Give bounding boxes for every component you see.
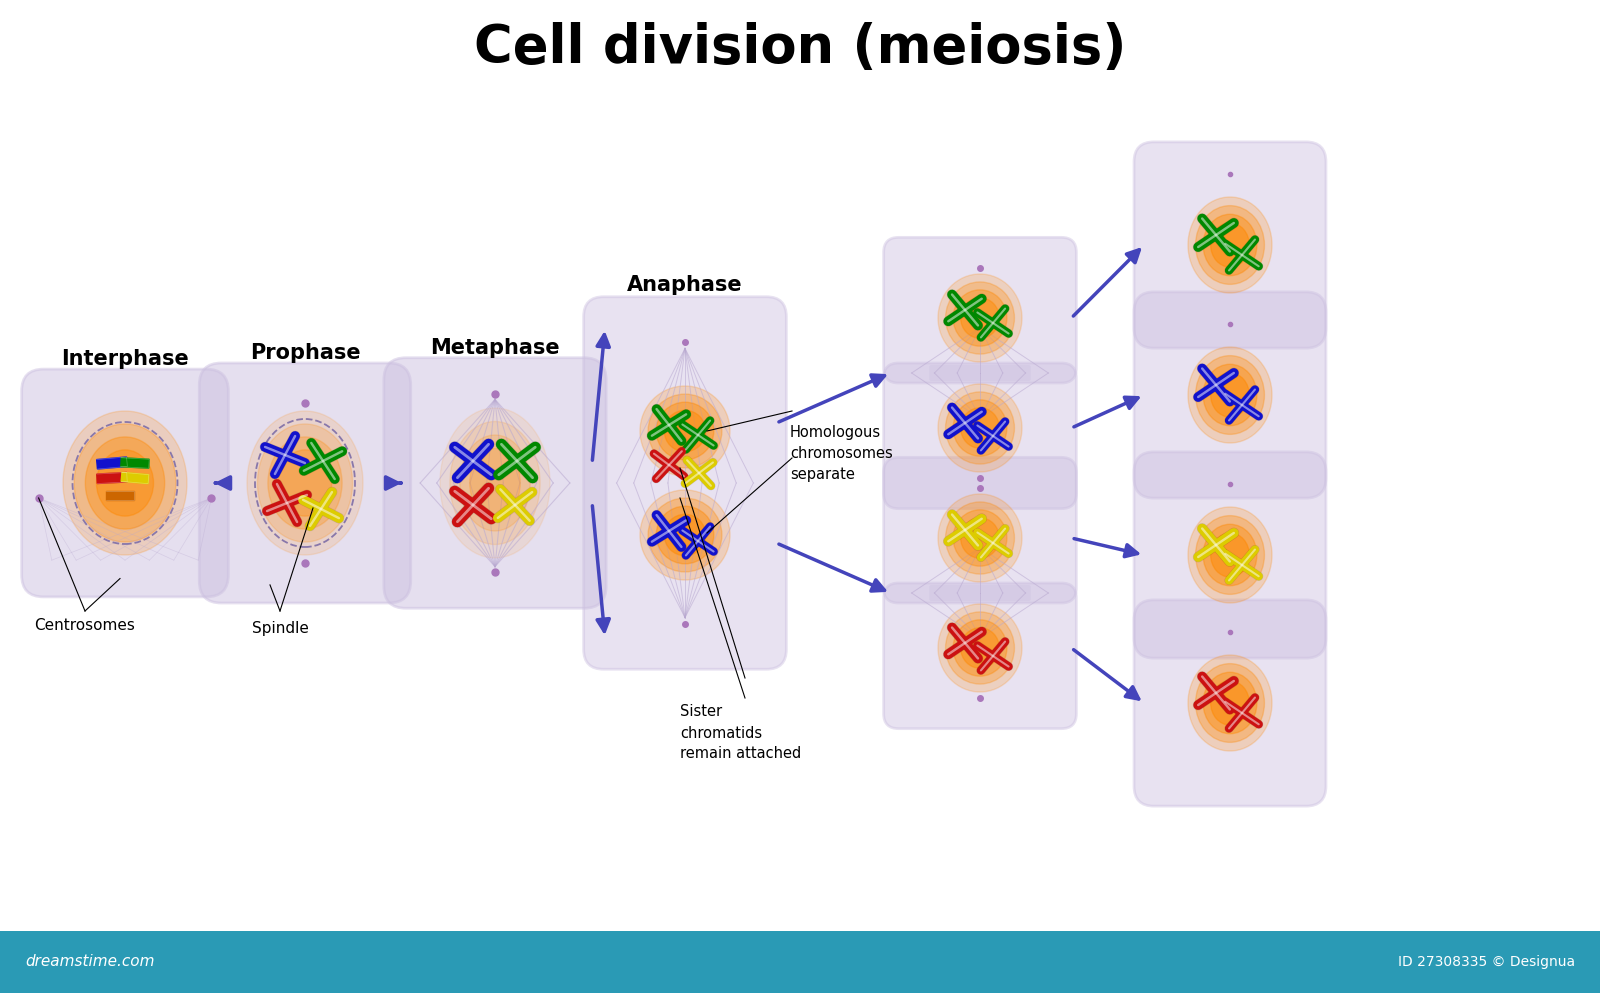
Polygon shape	[122, 473, 149, 484]
FancyBboxPatch shape	[384, 357, 606, 609]
Ellipse shape	[74, 424, 176, 542]
Ellipse shape	[664, 410, 706, 452]
Ellipse shape	[62, 411, 187, 555]
Ellipse shape	[1195, 663, 1264, 743]
FancyBboxPatch shape	[1134, 452, 1326, 658]
Ellipse shape	[267, 437, 342, 529]
Ellipse shape	[946, 282, 1014, 355]
Ellipse shape	[1203, 524, 1258, 586]
FancyBboxPatch shape	[1134, 142, 1326, 349]
Ellipse shape	[1211, 373, 1250, 417]
Text: Metaphase: Metaphase	[430, 338, 560, 357]
Text: Centrosomes: Centrosomes	[35, 618, 136, 633]
Ellipse shape	[1187, 347, 1272, 443]
Ellipse shape	[1195, 515, 1264, 595]
Text: Anaphase: Anaphase	[627, 275, 742, 295]
Ellipse shape	[954, 620, 1006, 676]
FancyBboxPatch shape	[584, 297, 786, 669]
Ellipse shape	[1187, 197, 1272, 293]
Ellipse shape	[470, 449, 520, 517]
FancyBboxPatch shape	[930, 585, 1030, 601]
Ellipse shape	[960, 517, 1000, 558]
Ellipse shape	[648, 498, 722, 572]
Text: Cell division (meiosis): Cell division (meiosis)	[474, 22, 1126, 74]
Ellipse shape	[440, 408, 550, 558]
Ellipse shape	[96, 450, 154, 516]
FancyBboxPatch shape	[22, 369, 229, 597]
Text: Homologous
chromosomes
separate: Homologous chromosomes separate	[790, 424, 893, 482]
Ellipse shape	[946, 392, 1014, 464]
Text: Prophase: Prophase	[250, 343, 360, 363]
Ellipse shape	[954, 400, 1006, 456]
Ellipse shape	[1203, 214, 1258, 276]
Ellipse shape	[450, 421, 541, 544]
Polygon shape	[106, 491, 134, 499]
Ellipse shape	[246, 411, 363, 555]
Text: Spindle: Spindle	[251, 621, 309, 636]
Ellipse shape	[648, 394, 722, 468]
Ellipse shape	[640, 386, 730, 476]
Text: ID 27308335 © Designua: ID 27308335 © Designua	[1398, 955, 1574, 969]
Ellipse shape	[1195, 206, 1264, 284]
Text: dreamstime.com: dreamstime.com	[26, 954, 155, 969]
Ellipse shape	[258, 424, 352, 542]
Ellipse shape	[938, 494, 1022, 582]
Ellipse shape	[1203, 364, 1258, 426]
FancyBboxPatch shape	[1134, 292, 1326, 498]
Ellipse shape	[960, 408, 1000, 448]
Ellipse shape	[1203, 672, 1258, 734]
Polygon shape	[96, 473, 128, 484]
Ellipse shape	[1211, 533, 1250, 577]
Ellipse shape	[1195, 355, 1264, 434]
FancyBboxPatch shape	[200, 363, 411, 603]
Ellipse shape	[1187, 507, 1272, 603]
Text: Sister
chromatids
remain attached: Sister chromatids remain attached	[680, 704, 802, 762]
FancyBboxPatch shape	[930, 365, 1030, 381]
Ellipse shape	[640, 490, 730, 580]
Text: Interphase: Interphase	[61, 350, 189, 369]
Ellipse shape	[664, 514, 706, 556]
FancyBboxPatch shape	[883, 458, 1077, 603]
Ellipse shape	[946, 501, 1014, 574]
Ellipse shape	[656, 402, 714, 460]
Ellipse shape	[946, 612, 1014, 684]
FancyBboxPatch shape	[0, 931, 1600, 993]
Ellipse shape	[85, 437, 165, 529]
Ellipse shape	[1211, 222, 1250, 267]
Ellipse shape	[459, 435, 530, 531]
Ellipse shape	[954, 290, 1006, 347]
Ellipse shape	[938, 384, 1022, 472]
FancyBboxPatch shape	[883, 583, 1077, 729]
Ellipse shape	[960, 628, 1000, 668]
Ellipse shape	[954, 509, 1006, 566]
Polygon shape	[120, 458, 149, 469]
FancyBboxPatch shape	[883, 237, 1077, 383]
Ellipse shape	[1187, 655, 1272, 751]
Ellipse shape	[1211, 681, 1250, 725]
FancyBboxPatch shape	[883, 363, 1077, 508]
Ellipse shape	[656, 506, 714, 564]
Ellipse shape	[960, 298, 1000, 339]
Ellipse shape	[278, 450, 331, 516]
Polygon shape	[96, 457, 128, 469]
Ellipse shape	[938, 604, 1022, 692]
Ellipse shape	[938, 274, 1022, 362]
FancyBboxPatch shape	[1134, 600, 1326, 806]
